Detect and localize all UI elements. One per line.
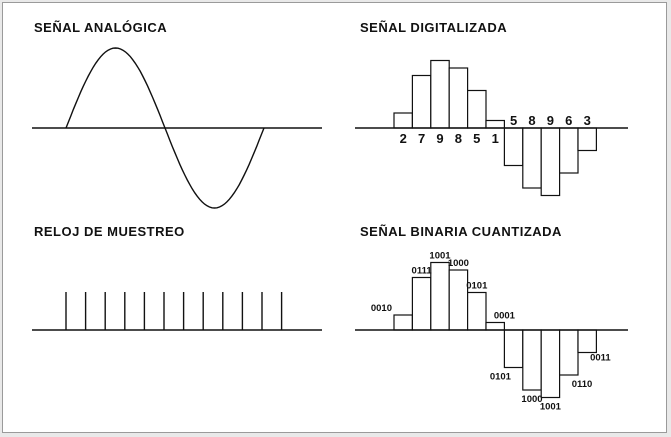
sample-bar — [503, 329, 524, 369]
digital-panel: SEÑAL DIGITALIZADA 2 7 9 8 5 15 8 9 6 3 — [355, 20, 628, 197]
sample-code-label: 0011 — [590, 353, 611, 364]
binary-panel: SEÑAL BINARIA CUANTIZADA 001001111001100… — [355, 224, 628, 413]
sample-bar — [430, 59, 450, 129]
sample-bar — [485, 321, 505, 331]
sample-bar — [448, 67, 469, 129]
sample-value-label: 8 — [528, 113, 535, 128]
sample-value-label: 5 — [510, 113, 517, 128]
sample-value-label: 2 — [400, 131, 407, 146]
sample-value-label: 6 — [565, 113, 572, 128]
sample-code-label: 0010 — [371, 303, 392, 314]
sample-value-label: 9 — [436, 131, 443, 146]
sample-bar — [522, 127, 542, 189]
sample-code-label: 1001 — [540, 402, 562, 413]
sample-code-label: 0101 — [466, 281, 488, 292]
sample-value-label: 1 — [492, 131, 499, 146]
sample-code-label: 1000 — [448, 258, 469, 269]
sample-bar — [393, 112, 413, 129]
sample-bar — [430, 261, 450, 331]
binary-title: SEÑAL BINARIA CUANTIZADA — [360, 224, 562, 239]
sample-value-label: 8 — [455, 131, 462, 146]
sample-code-label: 0101 — [490, 372, 512, 383]
sample-value-label: 9 — [547, 113, 554, 128]
sample-code-label: 0111 — [412, 266, 433, 277]
sample-code-label: 0001 — [494, 311, 516, 322]
sample-bar — [503, 127, 524, 167]
binary-labels: 0010011110011000010100010101100010010110… — [371, 251, 612, 413]
sample-bar — [558, 127, 579, 174]
sample-bar — [393, 314, 413, 331]
digital-labels: 2 7 9 8 5 15 8 9 6 3 — [400, 113, 591, 146]
sample-bar — [540, 127, 561, 197]
digital-title: SEÑAL DIGITALIZADA — [360, 20, 507, 35]
sample-bar — [467, 89, 487, 129]
sample-code-label: 1001 — [429, 251, 451, 262]
sample-value-label: 5 — [473, 131, 480, 146]
clock-panel: RELOJ DE MUESTREO — [32, 224, 322, 331]
sample-bar — [540, 329, 561, 399]
sample-bar — [558, 329, 579, 376]
sample-value-label: 7 — [418, 131, 425, 146]
sample-bar — [411, 276, 432, 331]
sample-bar — [485, 119, 505, 129]
sample-code-label: 1000 — [521, 394, 542, 405]
clock-ticks — [65, 292, 283, 330]
sample-bar — [411, 74, 432, 129]
sample-bar — [522, 329, 542, 391]
sample-bar — [577, 127, 597, 152]
analog-title: SEÑAL ANALÓGICA — [34, 20, 167, 35]
analog-wave — [65, 47, 265, 209]
binary-bars — [393, 261, 597, 399]
sample-value-label: 3 — [584, 113, 591, 128]
sample-bar — [577, 329, 597, 354]
sample-bar — [467, 291, 487, 331]
clock-title: RELOJ DE MUESTREO — [34, 224, 185, 239]
sample-code-label: 0110 — [572, 379, 593, 390]
sample-bar — [448, 269, 469, 331]
analog-panel: SEÑAL ANALÓGICA — [32, 20, 322, 209]
